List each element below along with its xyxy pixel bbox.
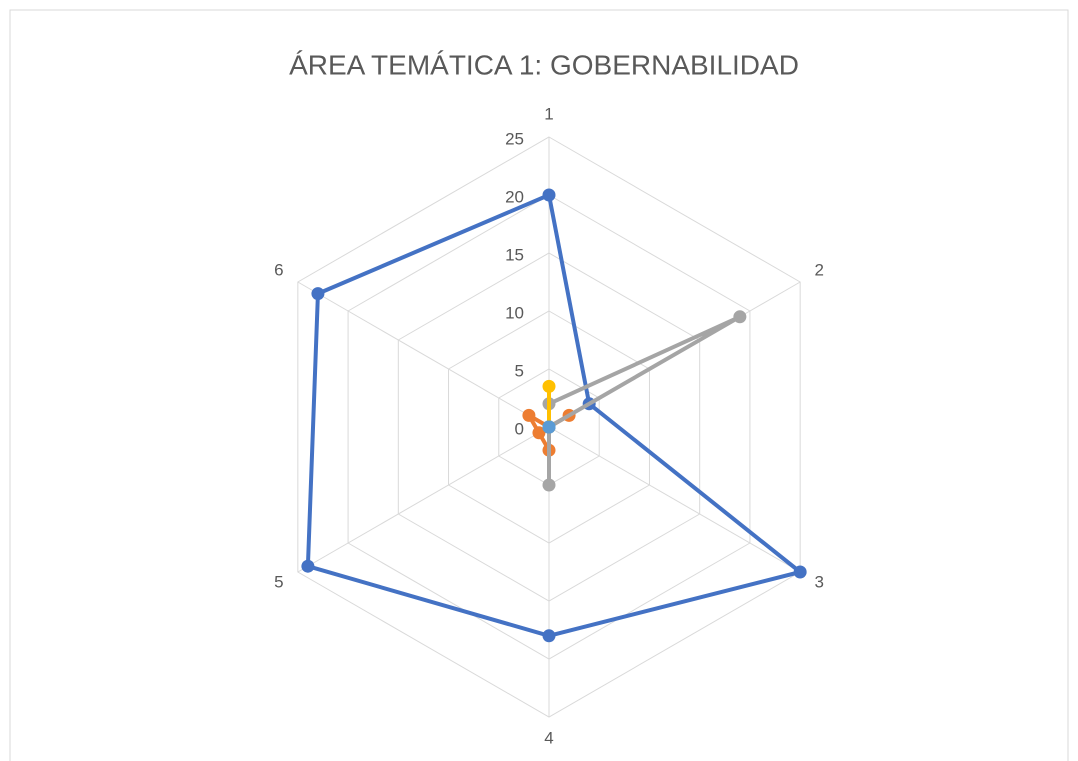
data-point xyxy=(522,408,536,422)
r-tick-label: 25 xyxy=(505,129,524,148)
category-label: 5 xyxy=(274,572,283,591)
category-label: 3 xyxy=(814,572,823,591)
data-point xyxy=(542,420,556,434)
data-point xyxy=(532,426,546,440)
data-point xyxy=(542,478,556,492)
chart-frame xyxy=(9,9,1069,761)
r-tick-label: 5 xyxy=(515,361,524,380)
category-label: 4 xyxy=(544,728,553,747)
data-point xyxy=(733,310,747,324)
spoke xyxy=(548,426,801,573)
category-label: 1 xyxy=(544,104,553,123)
data-point xyxy=(793,565,807,579)
r-tick-label: 0 xyxy=(515,419,524,438)
category-label: 2 xyxy=(814,260,823,279)
series-line xyxy=(305,193,803,638)
data-point xyxy=(542,629,556,643)
data-point xyxy=(311,287,325,301)
data-point xyxy=(301,559,315,573)
spoke xyxy=(297,426,550,573)
data-point xyxy=(542,379,556,393)
r-tick-label: 15 xyxy=(505,245,524,264)
r-tick-label: 20 xyxy=(505,187,524,206)
chart-title: ÁREA TEMÁTICA 1: GOBERNABILIDAD xyxy=(289,49,799,80)
spoke xyxy=(297,281,550,428)
r-tick-label: 10 xyxy=(505,303,524,322)
category-label: 6 xyxy=(274,260,283,279)
data-point xyxy=(542,188,556,202)
